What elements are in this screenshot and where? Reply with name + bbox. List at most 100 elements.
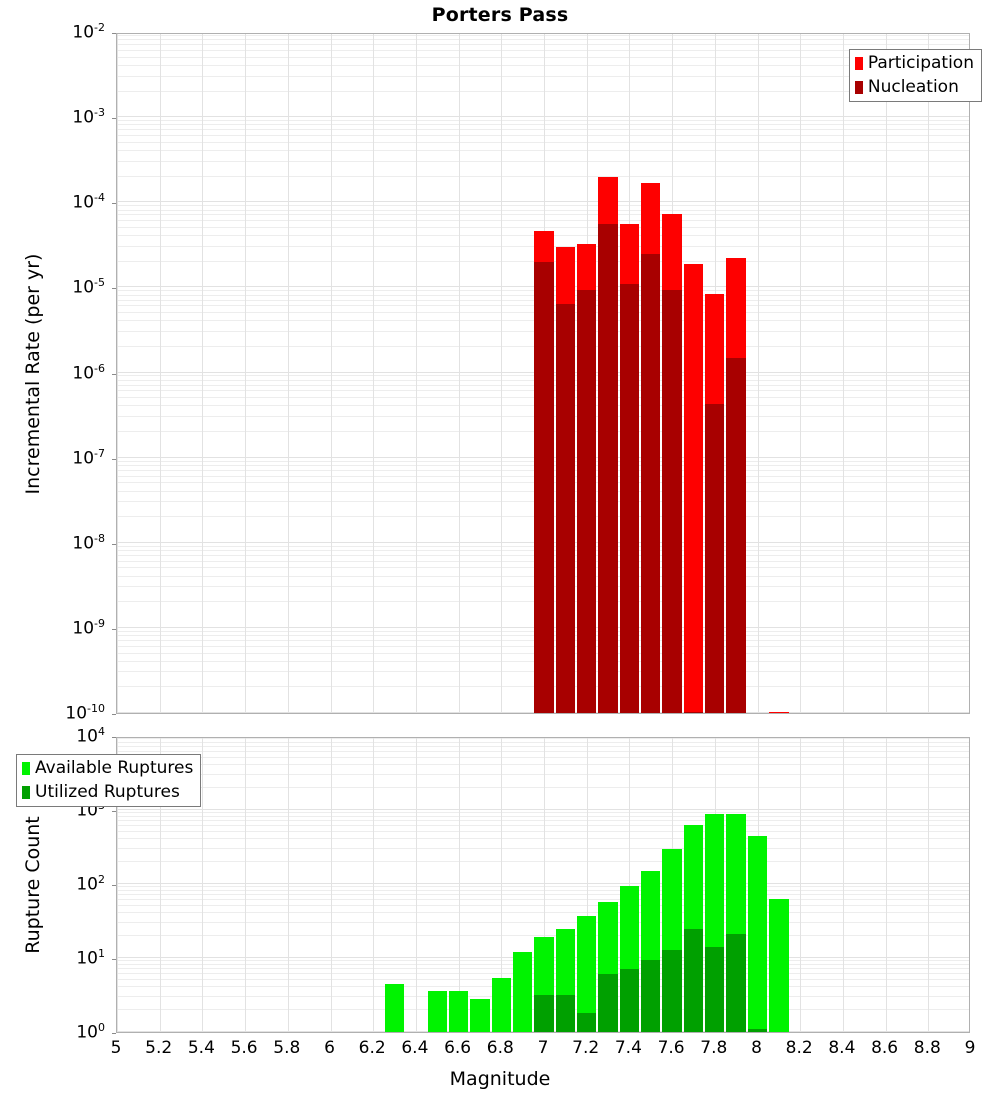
y-tick-mark: [112, 959, 116, 960]
gridline-horizontal: [117, 205, 969, 207]
gridline-vertical: [373, 34, 375, 713]
gridline-vertical: [842, 738, 844, 1032]
gridline-horizontal: [117, 899, 969, 901]
gridline-horizontal: [117, 860, 969, 862]
bar-group: [598, 34, 618, 713]
gridline-horizontal: [117, 90, 969, 92]
y-tick-mark: [112, 714, 116, 715]
bar-group: [662, 34, 682, 713]
gridline-horizontal: [117, 209, 969, 211]
gridline-vertical: [202, 738, 204, 1032]
gridline-vertical: [330, 738, 332, 1032]
bar-segment-outer: [683, 263, 704, 713]
bar-group: [577, 34, 597, 713]
x-tick-label: 7.6: [657, 1038, 685, 1058]
y-tick-label: 10-6: [72, 361, 105, 384]
y-tick-label: 10-3: [72, 106, 105, 128]
bar-group: [769, 738, 789, 1032]
legend-entry: Available Ruptures: [22, 760, 193, 777]
bar-segment-inner: [534, 994, 554, 1032]
legend-swatch-icon: [22, 786, 30, 799]
gridline-vertical: [800, 34, 802, 713]
y-tick-label: 10-10: [65, 702, 105, 724]
gridline-vertical: [245, 738, 247, 1032]
gridline-horizontal: [117, 135, 969, 137]
bar-group: [534, 738, 554, 1032]
x-tick-label: 8.4: [828, 1038, 856, 1058]
legend-swatch-icon: [22, 762, 30, 775]
gridline-vertical: [800, 738, 802, 1032]
gridline-vertical: [757, 34, 759, 713]
bar-group: [384, 738, 405, 1032]
gridline-horizontal: [117, 49, 969, 51]
gridline-horizontal: [117, 120, 969, 122]
gridline-vertical: [458, 34, 460, 713]
gridline-vertical: [544, 738, 545, 1032]
x-tick-label: 8: [751, 1038, 762, 1058]
y-tick-mark: [112, 33, 116, 34]
y-tick-mark: [112, 118, 116, 120]
gridline-horizontal: [117, 757, 969, 759]
x-tick-label: 6: [324, 1038, 335, 1058]
y-tick-label: 10-7: [72, 446, 105, 469]
bar-group: [598, 738, 618, 1032]
bar-segment-inner: [598, 223, 618, 713]
y-tick-mark: [112, 628, 116, 630]
gridline-vertical: [629, 738, 631, 1032]
gridline-horizontal: [117, 886, 969, 888]
gridline-horizontal: [117, 831, 969, 833]
bar-group: [448, 738, 469, 1032]
y-tick-mark: [112, 885, 116, 886]
gridline-horizontal: [117, 816, 969, 818]
y-tick-label: 101: [76, 947, 105, 969]
gridline-horizontal: [117, 201, 969, 203]
legend-label: Nucleation: [867, 77, 959, 97]
gridline-horizontal: [117, 746, 969, 748]
page-title: Porters Pass: [431, 4, 569, 26]
legend-label: Available Ruptures: [35, 758, 194, 778]
x-tick-label: 6.2: [358, 1038, 386, 1058]
y-tick-mark: [112, 458, 116, 460]
bar-segment-inner: [619, 969, 640, 1032]
bar-group: [512, 738, 533, 1032]
gridline-horizontal: [117, 894, 969, 896]
gridline-vertical: [501, 34, 503, 713]
x-tick-label: 6.4: [401, 1038, 429, 1058]
y-tick-label: 102: [76, 873, 105, 895]
gridline-horizontal: [117, 220, 969, 222]
gridline-horizontal: [117, 742, 969, 744]
gridline-horizontal: [117, 847, 969, 849]
x-tick-label: 5.4: [187, 1038, 215, 1058]
y-tick-mark: [112, 811, 116, 812]
x-tick-label: 5.6: [230, 1038, 258, 1058]
gridline-horizontal: [117, 34, 969, 36]
gridline-horizontal: [117, 820, 969, 822]
gridline-horizontal: [117, 214, 969, 216]
y-tick-label: 10-4: [72, 191, 105, 213]
gridline-horizontal: [117, 160, 969, 162]
gridline-vertical: [415, 34, 417, 713]
gridline-vertical: [928, 738, 930, 1032]
bar-segment-inner: [619, 283, 640, 713]
gridline-vertical: [202, 34, 204, 713]
bar-segment-inner: [577, 1013, 597, 1032]
x-tick-label: 7.2: [572, 1038, 600, 1058]
gridline-vertical: [885, 738, 887, 1032]
legend-label: Utilized Ruptures: [35, 782, 180, 802]
legend-entry: Nucleation: [854, 77, 974, 97]
y-tick-label: 10-8: [72, 531, 105, 554]
legend-bottom: Available Ruptures Utilized Ruptures: [16, 754, 202, 807]
gridline-horizontal: [117, 116, 969, 118]
gridline-horizontal: [117, 39, 969, 41]
x-tick-label: 9: [964, 1038, 976, 1058]
gridline-vertical: [373, 738, 375, 1032]
y-tick-mark: [112, 373, 116, 375]
y-tick-label: 10-5: [72, 276, 105, 299]
bar-segment-inner: [683, 928, 704, 1032]
bar-segment-outer: [491, 978, 511, 1032]
y-tick-mark: [112, 288, 116, 290]
gridline-horizontal: [117, 175, 969, 177]
bar-segment-outer: [427, 990, 447, 1032]
bar-segment-inner: [641, 959, 661, 1032]
